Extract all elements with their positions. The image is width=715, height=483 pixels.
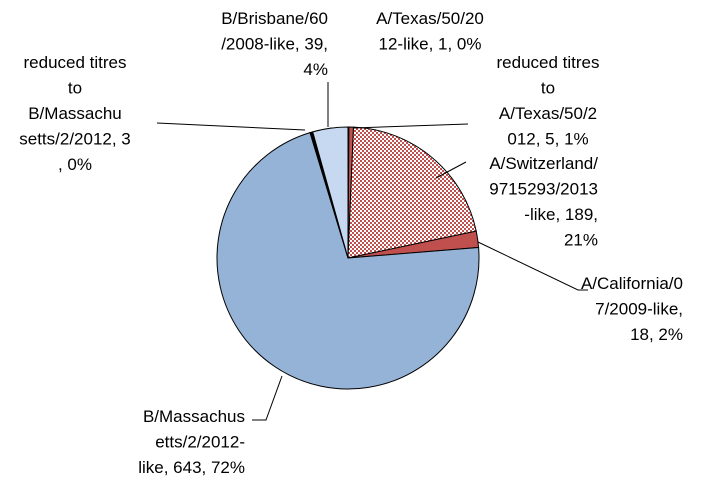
leader-line	[353, 123, 469, 129]
pie-slice	[216, 131, 480, 390]
pie-slice	[312, 126, 349, 259]
leader-line	[435, 161, 467, 179]
data-label: A/California/0 7/2009-like, 18, 2%	[581, 274, 683, 344]
pie-slice	[347, 126, 477, 259]
leader-line	[477, 241, 588, 291]
data-label: B/Massachus etts/2/2012-like, 643, 72%	[138, 407, 245, 477]
data-label: A/Switzerland/9715293/2013 -like, 189, 21%	[489, 154, 598, 250]
data-label: A/Texas/50/20 12-like, 1, 0%	[376, 9, 484, 54]
leader-line	[156, 122, 306, 131]
data-label: B/Brisbane/60/2008-like, 39, 4%	[221, 9, 328, 79]
data-label: reduced titres to B/Massachu setts/2/2012, …	[19, 53, 131, 174]
data-label: reduced titres to A/Texas/50/2 012, 5, 1%	[497, 53, 600, 149]
leader-line	[252, 375, 283, 421]
